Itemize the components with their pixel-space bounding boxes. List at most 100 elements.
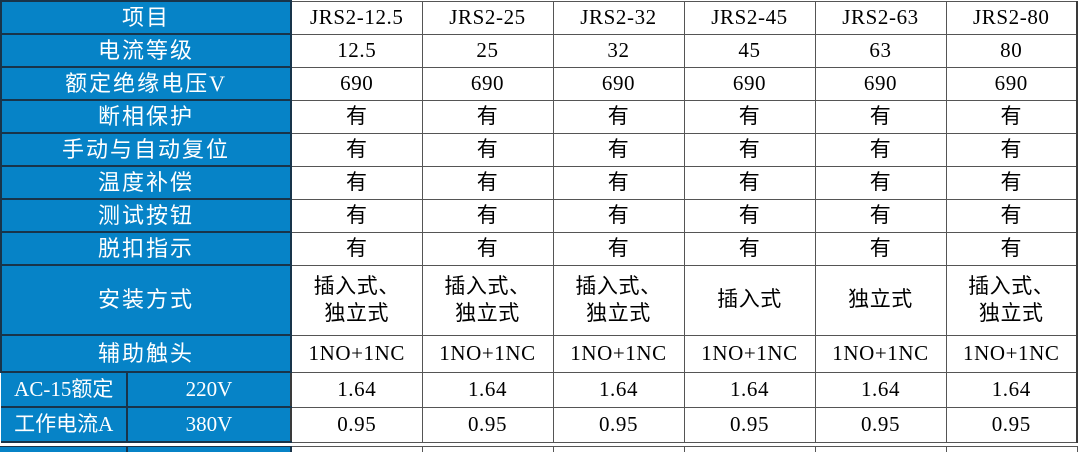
- table-row-ac15-220: AC-15额定 220V 1.64 1.64 1.64 1.64 1.64 1.…: [0, 371, 1079, 408]
- row-label-manual-auto-reset: 手动与自动复位: [0, 132, 293, 167]
- cell-value: 1NO+1NC: [290, 334, 423, 373]
- cell-value: 有: [683, 165, 816, 200]
- cell-value: 有: [290, 231, 423, 266]
- model-header-3: JRS2-45: [683, 0, 816, 35]
- cell-value: 0.95: [552, 406, 685, 443]
- table-row: 断相保护 有 有 有 有 有 有: [0, 99, 1079, 134]
- mounting-line-1: 插入式: [717, 287, 782, 312]
- table-row: 手动与自动复位 有 有 有 有 有 有: [0, 132, 1079, 167]
- cell-value: 690: [421, 66, 554, 101]
- cell-value: 有: [421, 198, 554, 233]
- header-label-cell: 项目: [0, 0, 293, 35]
- cell-value: 有: [290, 198, 423, 233]
- mounting-line-2: 独立式: [978, 301, 1044, 325]
- model-header-2: JRS2-32: [552, 0, 685, 35]
- cell-value: 690: [290, 66, 423, 101]
- cell-value: 有: [814, 132, 947, 167]
- clipped-value-cell: [816, 446, 947, 452]
- mounting-line-1: 插入式、: [313, 273, 400, 298]
- table-row: 温度补偿 有 有 有 有 有 有: [0, 165, 1079, 200]
- cell-value: 690: [814, 66, 947, 101]
- cell-value: 1NO+1NC: [421, 334, 554, 373]
- cell-value: 有: [290, 132, 423, 167]
- next-row-clipped-sliver: [0, 446, 1086, 452]
- cell-value: 有: [814, 231, 947, 266]
- row-label-auxiliary-contacts: 辅助触头: [0, 334, 293, 373]
- clipped-value-cell: [685, 446, 816, 452]
- cell-value: 1NO+1NC: [945, 334, 1079, 373]
- table-header-row: 项目 JRS2-12.5 JRS2-25 JRS2-32 JRS2-45 JRS…: [0, 0, 1079, 35]
- cell-value: 80: [945, 33, 1079, 68]
- cell-value: 1NO+1NC: [814, 334, 947, 373]
- row-label-ac15-rated-line2: 工作电流A: [0, 406, 128, 443]
- cell-value: 1.64: [683, 371, 816, 408]
- clipped-label-cell-a: [0, 446, 128, 452]
- cell-value: 有: [290, 99, 423, 134]
- product-spec-table: 项目 JRS2-12.5 JRS2-25 JRS2-32 JRS2-45 JRS…: [0, 0, 1079, 443]
- cell-value-mounting: 插入式、 独立式: [552, 264, 685, 336]
- cell-value: 有: [683, 99, 816, 134]
- model-header-4: JRS2-63: [814, 0, 947, 35]
- row-label-ac15-rated-line1: AC-15额定: [0, 371, 128, 408]
- mounting-line-2: 独立式: [455, 301, 520, 325]
- table-row: 脱扣指示 有 有 有 有 有 有: [0, 231, 1079, 266]
- mounting-line-1: 插入式、: [575, 273, 662, 298]
- cell-value: 1.64: [814, 371, 947, 408]
- cell-value-mounting: 插入式、 独立式: [421, 264, 554, 336]
- row-label-current-rating: 电流等级: [0, 33, 293, 68]
- row-label-test-button: 测试按钮: [0, 198, 293, 233]
- clipped-value-cell: [554, 446, 685, 452]
- mounting-line-1: 插入式、: [968, 273, 1055, 298]
- cell-value: 0.95: [945, 406, 1079, 443]
- cell-value: 有: [552, 165, 685, 200]
- table-row: 辅助触头 1NO+1NC 1NO+1NC 1NO+1NC 1NO+1NC 1NO…: [0, 334, 1079, 373]
- cell-value-mounting: 插入式、 独立式: [290, 264, 423, 336]
- cell-value: 有: [290, 165, 423, 200]
- cell-value: 1.64: [945, 371, 1079, 408]
- cell-value: 45: [683, 33, 816, 68]
- table-row: 测试按钮 有 有 有 有 有 有: [0, 198, 1079, 233]
- row-label-insulation-voltage: 额定绝缘电压V: [0, 66, 293, 101]
- row-label-phase-failure-protection: 断相保护: [0, 99, 293, 134]
- model-header-0: JRS2-12.5: [290, 0, 423, 35]
- cell-value: 0.95: [290, 406, 423, 443]
- cell-value: 0.95: [421, 406, 554, 443]
- cell-value: 有: [552, 198, 685, 233]
- row-label-temperature-compensation: 温度补偿: [0, 165, 293, 200]
- cell-value-mounting: 插入式: [683, 264, 816, 336]
- cell-value: 有: [552, 132, 685, 167]
- cell-value: 有: [945, 198, 1079, 233]
- cell-value: 有: [552, 99, 685, 134]
- cell-value: 1NO+1NC: [683, 334, 816, 373]
- clipped-value-cell: [423, 446, 554, 452]
- cell-value: 有: [421, 165, 554, 200]
- cell-value: 有: [814, 198, 947, 233]
- row-label-mounting-type: 安装方式: [0, 264, 293, 336]
- cell-value: 有: [814, 99, 947, 134]
- model-header-1: JRS2-25: [421, 0, 554, 35]
- cell-value: 有: [552, 231, 685, 266]
- cell-value: 12.5: [290, 33, 423, 68]
- mounting-line-1: 插入式、: [444, 273, 531, 298]
- cell-value-mounting: 插入式、 独立式: [945, 264, 1079, 336]
- cell-value: 1.64: [552, 371, 685, 408]
- cell-value: 有: [945, 99, 1079, 134]
- mounting-line-1: 独立式: [848, 287, 913, 312]
- table-row: 电流等级 12.5 25 32 45 63 80: [0, 33, 1079, 68]
- cell-value: 有: [814, 165, 947, 200]
- voltage-label-220: 220V: [126, 371, 292, 408]
- row-label-trip-indication: 脱扣指示: [0, 231, 293, 266]
- cell-value: 690: [552, 66, 685, 101]
- cell-value: 63: [814, 33, 947, 68]
- clipped-row-cells: [0, 446, 1078, 452]
- cell-value: 1.64: [421, 371, 554, 408]
- cell-value: 0.95: [814, 406, 947, 443]
- cell-value: 有: [421, 99, 554, 134]
- cell-value: 有: [683, 132, 816, 167]
- cell-value: 有: [683, 198, 816, 233]
- cell-value: 有: [945, 132, 1079, 167]
- cell-value: 690: [945, 66, 1079, 101]
- table-row: 额定绝缘电压V 690 690 690 690 690 690: [0, 66, 1079, 101]
- clipped-value-cell: [292, 446, 423, 452]
- model-header-5: JRS2-80: [945, 0, 1079, 35]
